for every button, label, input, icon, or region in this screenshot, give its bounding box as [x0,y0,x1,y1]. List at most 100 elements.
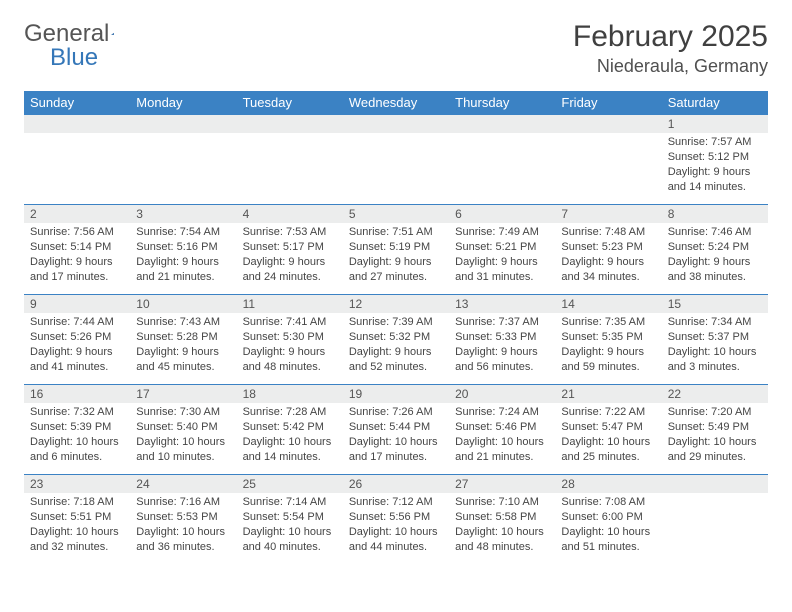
day-number: 4 [237,205,343,223]
day-number: 19 [343,385,449,403]
calendar-day-cell [662,475,768,565]
logo-text-2: Blue [50,44,98,72]
day-details: Sunrise: 7:37 AM Sunset: 5:33 PM Dayligh… [449,313,555,378]
calendar-day-cell [449,115,555,205]
calendar-day-cell: 15Sunrise: 7:34 AM Sunset: 5:37 PM Dayli… [662,295,768,385]
calendar-day-cell: 17Sunrise: 7:30 AM Sunset: 5:40 PM Dayli… [130,385,236,475]
calendar-day-cell: 16Sunrise: 7:32 AM Sunset: 5:39 PM Dayli… [24,385,130,475]
calendar-week-row: 2Sunrise: 7:56 AM Sunset: 5:14 PM Daylig… [24,205,768,295]
day-number: 7 [555,205,661,223]
calendar-day-cell: 3Sunrise: 7:54 AM Sunset: 5:16 PM Daylig… [130,205,236,295]
day-number: 21 [555,385,661,403]
day-details: Sunrise: 7:56 AM Sunset: 5:14 PM Dayligh… [24,223,130,288]
calendar-table: Sunday Monday Tuesday Wednesday Thursday… [24,91,768,565]
calendar-day-cell: 10Sunrise: 7:43 AM Sunset: 5:28 PM Dayli… [130,295,236,385]
day-details: Sunrise: 7:16 AM Sunset: 5:53 PM Dayligh… [130,493,236,558]
calendar-day-cell: 1Sunrise: 7:57 AM Sunset: 5:12 PM Daylig… [662,115,768,205]
day-number [24,115,130,133]
calendar-day-cell: 22Sunrise: 7:20 AM Sunset: 5:49 PM Dayli… [662,385,768,475]
day-details: Sunrise: 7:54 AM Sunset: 5:16 PM Dayligh… [130,223,236,288]
weekday-header: Tuesday [237,91,343,115]
day-details: Sunrise: 7:44 AM Sunset: 5:26 PM Dayligh… [24,313,130,378]
calendar-day-cell [343,115,449,205]
day-details: Sunrise: 7:26 AM Sunset: 5:44 PM Dayligh… [343,403,449,468]
day-details: Sunrise: 7:51 AM Sunset: 5:19 PM Dayligh… [343,223,449,288]
day-details: Sunrise: 7:46 AM Sunset: 5:24 PM Dayligh… [662,223,768,288]
day-details: Sunrise: 7:48 AM Sunset: 5:23 PM Dayligh… [555,223,661,288]
calendar-day-cell: 20Sunrise: 7:24 AM Sunset: 5:46 PM Dayli… [449,385,555,475]
weekday-header-row: Sunday Monday Tuesday Wednesday Thursday… [24,91,768,115]
day-details: Sunrise: 7:53 AM Sunset: 5:17 PM Dayligh… [237,223,343,288]
day-details [130,133,236,139]
day-number: 17 [130,385,236,403]
day-number [343,115,449,133]
day-details: Sunrise: 7:30 AM Sunset: 5:40 PM Dayligh… [130,403,236,468]
day-number: 12 [343,295,449,313]
calendar-day-cell [24,115,130,205]
calendar-day-cell: 26Sunrise: 7:12 AM Sunset: 5:56 PM Dayli… [343,475,449,565]
calendar-day-cell [237,115,343,205]
calendar-day-cell: 7Sunrise: 7:48 AM Sunset: 5:23 PM Daylig… [555,205,661,295]
day-number: 9 [24,295,130,313]
day-details: Sunrise: 7:49 AM Sunset: 5:21 PM Dayligh… [449,223,555,288]
calendar-day-cell: 24Sunrise: 7:16 AM Sunset: 5:53 PM Dayli… [130,475,236,565]
calendar-week-row: 16Sunrise: 7:32 AM Sunset: 5:39 PM Dayli… [24,385,768,475]
calendar-day-cell: 14Sunrise: 7:35 AM Sunset: 5:35 PM Dayli… [555,295,661,385]
day-number: 13 [449,295,555,313]
day-number: 10 [130,295,236,313]
weekday-header: Wednesday [343,91,449,115]
day-number: 27 [449,475,555,493]
day-number: 20 [449,385,555,403]
day-number: 28 [555,475,661,493]
calendar-day-cell: 19Sunrise: 7:26 AM Sunset: 5:44 PM Dayli… [343,385,449,475]
page-header: General February 2025 Niederaula, German… [24,20,768,77]
day-details: Sunrise: 7:57 AM Sunset: 5:12 PM Dayligh… [662,133,768,198]
day-number: 18 [237,385,343,403]
calendar-day-cell: 12Sunrise: 7:39 AM Sunset: 5:32 PM Dayli… [343,295,449,385]
calendar-day-cell: 28Sunrise: 7:08 AM Sunset: 6:00 PM Dayli… [555,475,661,565]
day-details: Sunrise: 7:14 AM Sunset: 5:54 PM Dayligh… [237,493,343,558]
day-number [130,115,236,133]
calendar-day-cell: 27Sunrise: 7:10 AM Sunset: 5:58 PM Dayli… [449,475,555,565]
day-number: 24 [130,475,236,493]
day-details: Sunrise: 7:24 AM Sunset: 5:46 PM Dayligh… [449,403,555,468]
day-details [662,493,768,499]
day-details [555,133,661,139]
day-number: 26 [343,475,449,493]
logo-triangle-icon [111,24,114,44]
calendar-day-cell: 23Sunrise: 7:18 AM Sunset: 5:51 PM Dayli… [24,475,130,565]
day-number: 22 [662,385,768,403]
day-details: Sunrise: 7:43 AM Sunset: 5:28 PM Dayligh… [130,313,236,378]
day-number [449,115,555,133]
calendar-week-row: 1Sunrise: 7:57 AM Sunset: 5:12 PM Daylig… [24,115,768,205]
day-number [237,115,343,133]
day-details: Sunrise: 7:18 AM Sunset: 5:51 PM Dayligh… [24,493,130,558]
day-number: 15 [662,295,768,313]
day-details: Sunrise: 7:39 AM Sunset: 5:32 PM Dayligh… [343,313,449,378]
day-details: Sunrise: 7:08 AM Sunset: 6:00 PM Dayligh… [555,493,661,558]
calendar-day-cell: 2Sunrise: 7:56 AM Sunset: 5:14 PM Daylig… [24,205,130,295]
title-block: February 2025 Niederaula, Germany [573,20,768,77]
calendar-day-cell: 11Sunrise: 7:41 AM Sunset: 5:30 PM Dayli… [237,295,343,385]
day-details: Sunrise: 7:28 AM Sunset: 5:42 PM Dayligh… [237,403,343,468]
calendar-day-cell [555,115,661,205]
weekday-header: Sunday [24,91,130,115]
day-number: 25 [237,475,343,493]
calendar-day-cell: 13Sunrise: 7:37 AM Sunset: 5:33 PM Dayli… [449,295,555,385]
day-details: Sunrise: 7:34 AM Sunset: 5:37 PM Dayligh… [662,313,768,378]
calendar-week-row: 9Sunrise: 7:44 AM Sunset: 5:26 PM Daylig… [24,295,768,385]
day-number [555,115,661,133]
day-details: Sunrise: 7:35 AM Sunset: 5:35 PM Dayligh… [555,313,661,378]
calendar-day-cell: 18Sunrise: 7:28 AM Sunset: 5:42 PM Dayli… [237,385,343,475]
day-number: 2 [24,205,130,223]
day-details: Sunrise: 7:22 AM Sunset: 5:47 PM Dayligh… [555,403,661,468]
day-details: Sunrise: 7:10 AM Sunset: 5:58 PM Dayligh… [449,493,555,558]
weekday-header: Saturday [662,91,768,115]
calendar-day-cell: 5Sunrise: 7:51 AM Sunset: 5:19 PM Daylig… [343,205,449,295]
calendar-day-cell: 21Sunrise: 7:22 AM Sunset: 5:47 PM Dayli… [555,385,661,475]
calendar-day-cell: 6Sunrise: 7:49 AM Sunset: 5:21 PM Daylig… [449,205,555,295]
calendar-day-cell: 4Sunrise: 7:53 AM Sunset: 5:17 PM Daylig… [237,205,343,295]
day-details [449,133,555,139]
day-details: Sunrise: 7:32 AM Sunset: 5:39 PM Dayligh… [24,403,130,468]
calendar-day-cell: 25Sunrise: 7:14 AM Sunset: 5:54 PM Dayli… [237,475,343,565]
